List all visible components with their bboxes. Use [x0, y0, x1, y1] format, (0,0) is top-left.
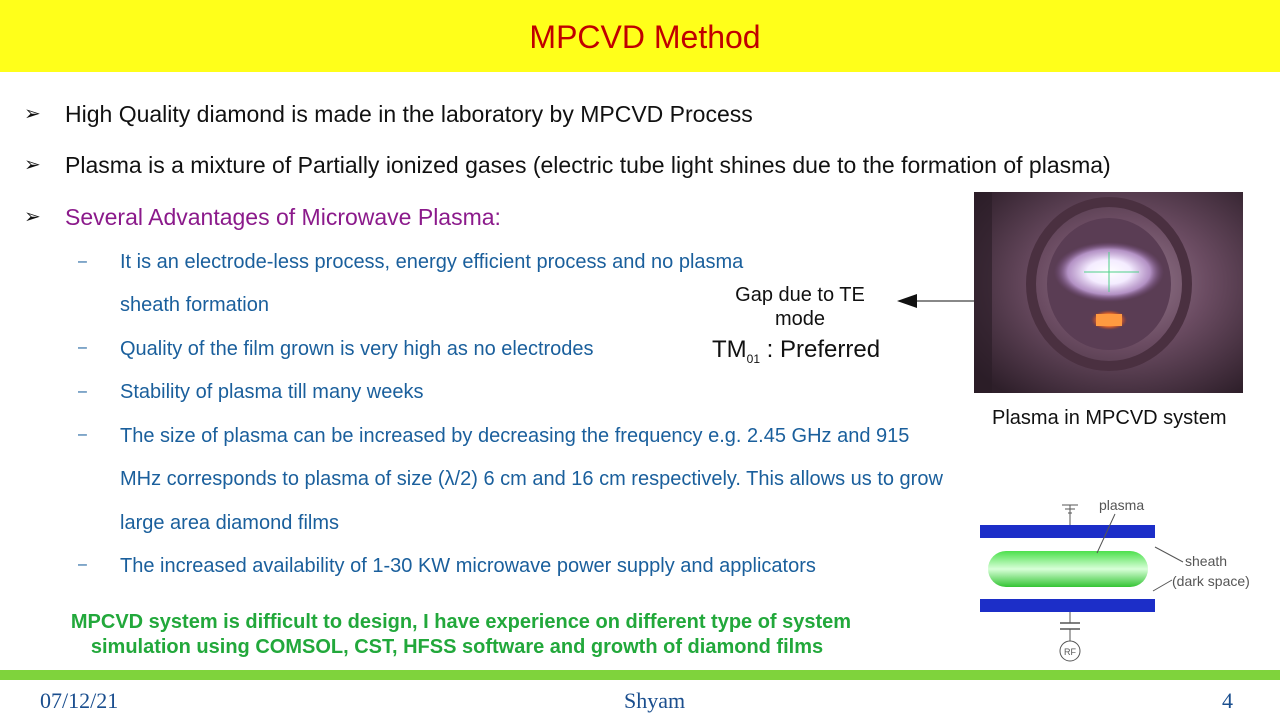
sub-item-4-line-1: The size of plasma can be increased by d… — [120, 425, 910, 447]
bullet-text: High Quality diamond is made in the labo… — [65, 101, 753, 127]
tm-subscript: 01 — [746, 351, 761, 366]
plasma-sheath-diagram: RF plasma sheath (dark space) — [980, 497, 1250, 662]
dark-space-label: (dark space) — [1172, 573, 1250, 589]
tm-base: TM — [712, 336, 747, 363]
gap-annotation: Gap due to TE mode — [710, 283, 890, 331]
footer-divider — [0, 670, 1280, 680]
sub-item-2: Quality of the film grown is very high a… — [120, 338, 594, 360]
sub-item-3: Stability of plasma till many weeks — [120, 381, 424, 403]
sub-item-1-line-1: It is an electrode-less process, energy … — [120, 251, 744, 273]
arrow-bullet-icon: ➢ — [24, 103, 41, 125]
sub-item-1-line-2: sheath formation — [120, 294, 269, 316]
footer-date: 07/12/21 — [40, 688, 119, 713]
dash-bullet-icon: – — [78, 253, 87, 270]
tm-mode-label: TM01 : Preferred — [712, 336, 912, 373]
footer-author: Shyam — [624, 688, 686, 713]
dash-bullet-icon: – — [78, 556, 87, 573]
dash-bullet-icon: – — [78, 426, 87, 443]
gap-annotation-line-2: mode — [774, 308, 826, 330]
plasma-shape — [988, 551, 1148, 587]
dash-bullet-icon: – — [78, 339, 87, 356]
bullet-text: Plasma is a mixture of Partially ionized… — [65, 152, 1111, 178]
sub-item-4-line-3: large area diamond films — [120, 512, 339, 534]
page-number: 4 — [1222, 688, 1233, 713]
title-bar — [0, 0, 1280, 72]
sheath-label: sheath — [1185, 553, 1227, 569]
arrow-bullet-icon: ➢ — [24, 206, 41, 228]
bottom-electrode — [980, 599, 1155, 612]
rf-label: RF — [1064, 647, 1076, 657]
plasma-label: plasma — [1099, 497, 1144, 513]
dash-bullet-icon: – — [78, 383, 87, 400]
gap-annotation-line-1: Gap due to TE — [735, 284, 865, 306]
slide-title: MPCVD Method — [529, 19, 761, 55]
sub-item-5: The increased availability of 1-30 KW mi… — [120, 555, 816, 577]
experience-note-line-1: MPCVD system is difficult to design, I h… — [70, 611, 852, 633]
plasma-photo — [974, 192, 1243, 393]
experience-note-line-2: simulation using COMSOL, CST, HFSS softw… — [90, 636, 824, 658]
plasma-photo-image — [974, 192, 1243, 393]
arrow-bullet-icon: ➢ — [24, 154, 41, 176]
advantages-heading: Several Advantages of Microwave Plasma: — [65, 204, 501, 230]
tm-suffix: : Preferred — [760, 336, 881, 363]
sub-item-4-line-2: MHz corresponds to plasma of size (λ/2) … — [120, 468, 943, 490]
top-electrode — [980, 525, 1155, 538]
photo-caption: Plasma in MPCVD system — [992, 407, 1227, 429]
